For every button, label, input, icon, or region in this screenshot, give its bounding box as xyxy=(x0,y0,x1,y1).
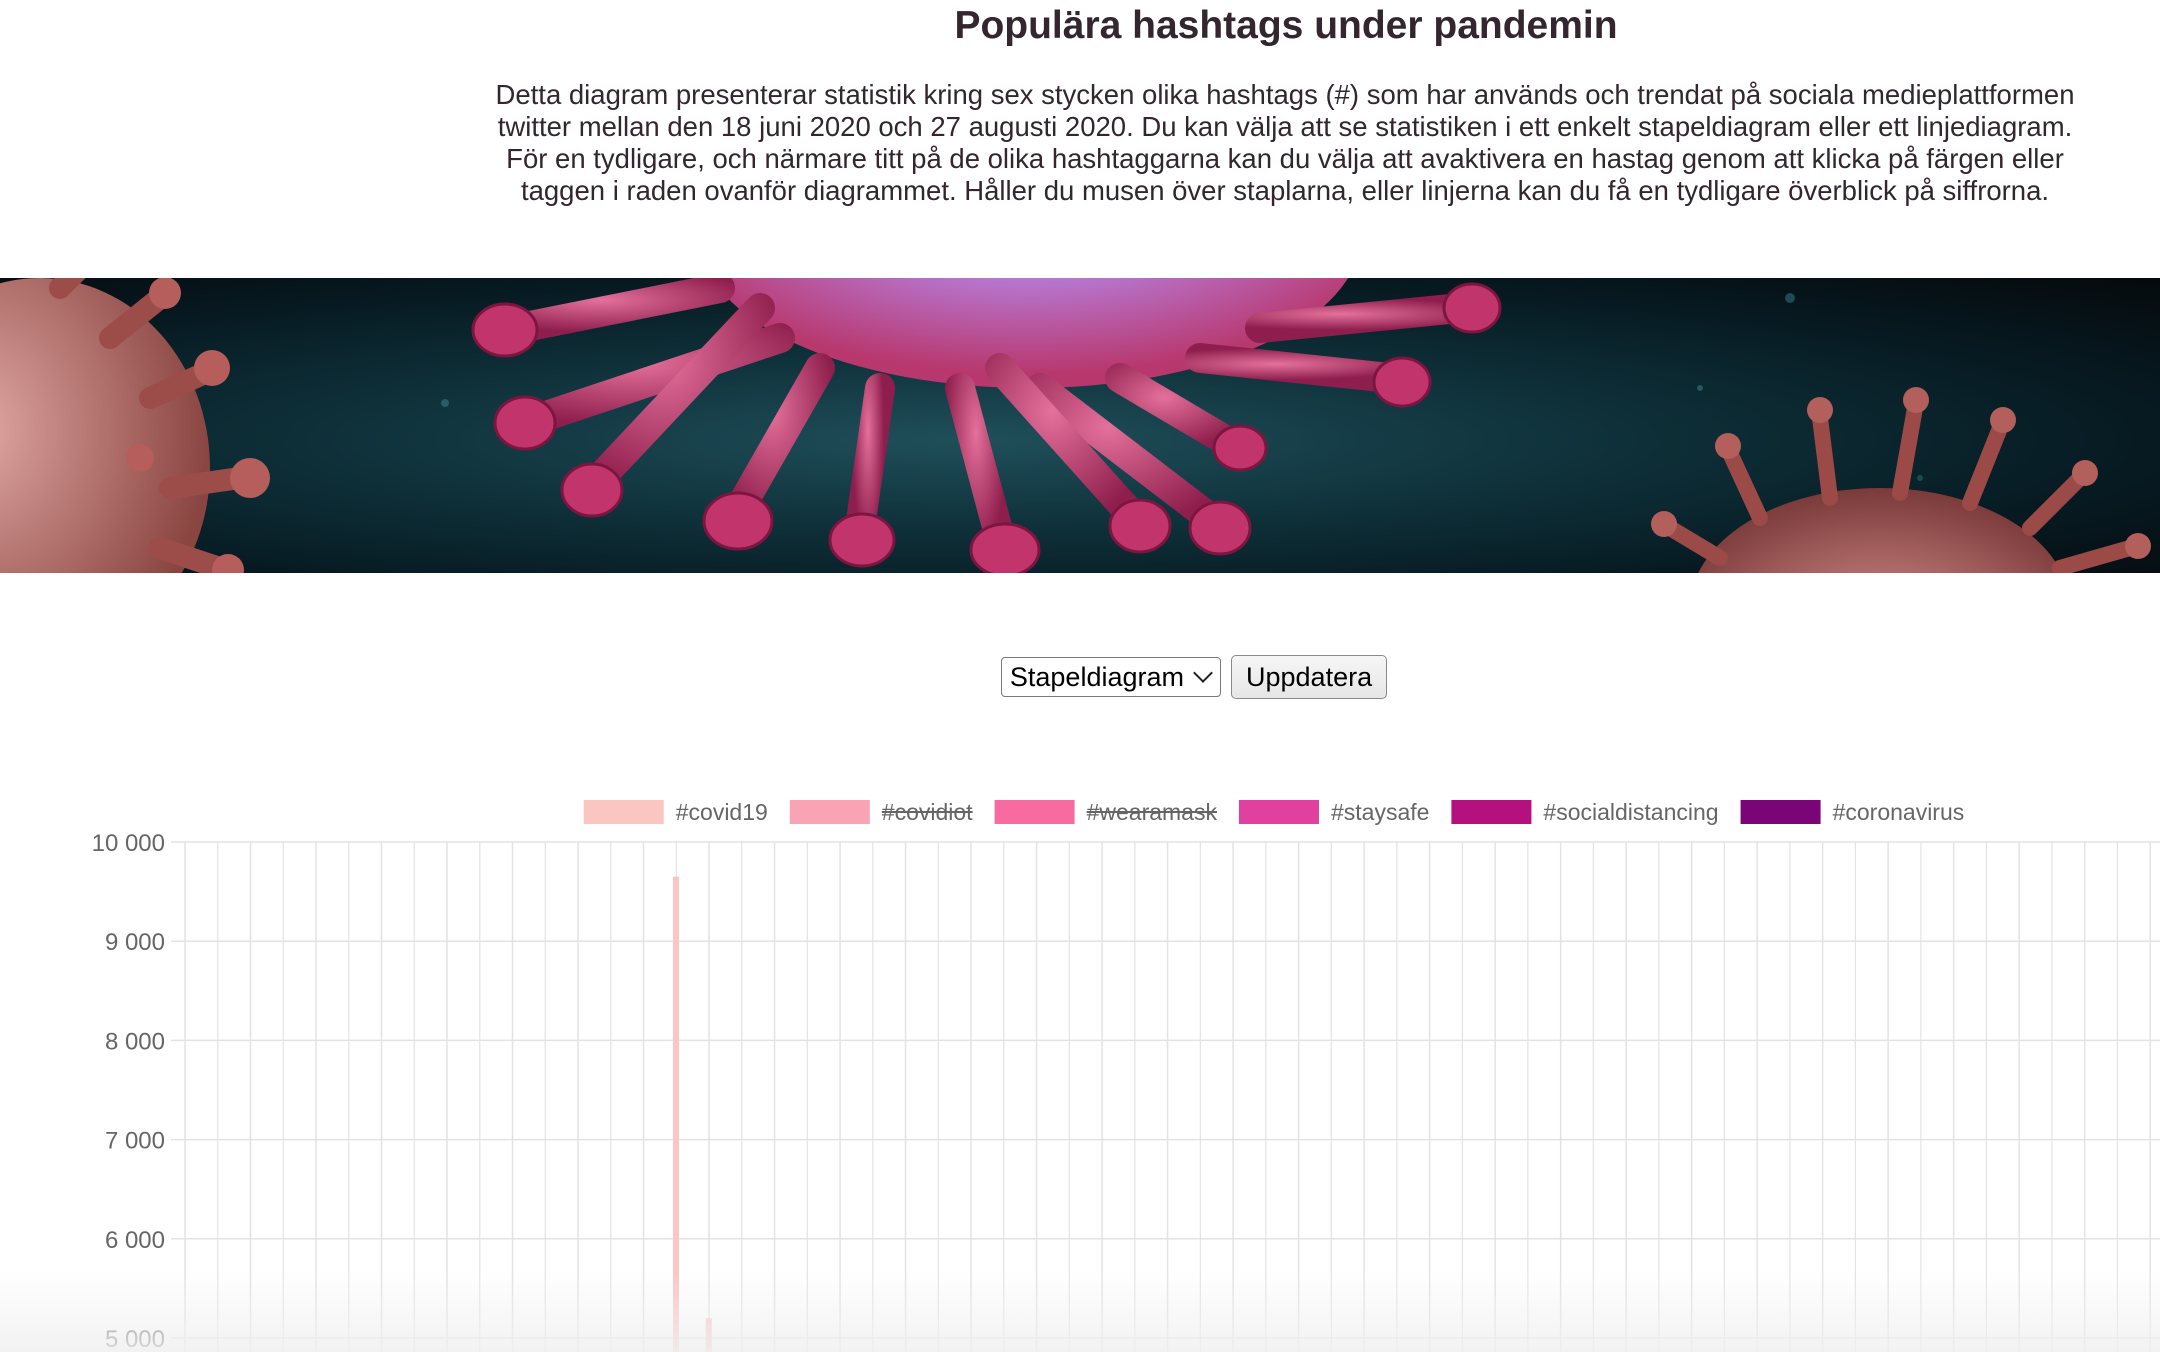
chart-type-select-value: Stapeldiagram xyxy=(1009,662,1184,692)
legend-item[interactable]: #staysafe xyxy=(1238,799,1429,825)
bar[interactable] xyxy=(705,1318,712,1352)
legend-color-swatch[interactable] xyxy=(994,800,1075,824)
hashtag-chart: #covid19 #covidiot #wearamask #staysafe #soc… xyxy=(0,780,2160,1352)
intro-line: För en tydligare, och närmare titt på de… xyxy=(506,143,2064,174)
chart-controls: Stapeldiagram Uppdatera xyxy=(0,655,2160,699)
chevron-down-icon xyxy=(1193,663,1213,683)
y-axis: 10 000 9 000 8 000 7 000 6 000 5 000 xyxy=(92,830,165,1352)
y-tick-label: 9 000 xyxy=(105,929,165,956)
y-tick-label: 8 000 xyxy=(105,1028,165,1055)
y-tick-label: 6 000 xyxy=(105,1227,165,1254)
y-tick-label: 7 000 xyxy=(105,1128,165,1155)
central-virus-shape xyxy=(471,278,1502,573)
legend-item[interactable]: #covidiot xyxy=(789,799,973,825)
intro-line: twitter mellan den 18 juni 2020 och 27 a… xyxy=(497,111,2073,142)
legend-label[interactable]: #covid19 xyxy=(676,799,768,825)
left-virus-shape xyxy=(0,278,270,573)
legend-color-swatch[interactable] xyxy=(1740,800,1821,824)
virus-illustration xyxy=(0,278,2151,573)
intro-line: Detta diagram presenterar statistik krin… xyxy=(495,79,2075,110)
legend-label[interactable]: #coronavirus xyxy=(1833,799,1965,825)
chart-legend: #covid19 #covidiot #wearamask #staysafe #soc… xyxy=(583,799,1965,825)
legend-label[interactable]: #staysafe xyxy=(1331,799,1429,825)
legend-item[interactable]: #coronavirus xyxy=(1740,799,1965,825)
legend-color-swatch[interactable] xyxy=(1451,800,1532,824)
virus-banner-image xyxy=(0,278,2160,573)
legend-label[interactable]: #socialdistancing xyxy=(1543,799,1718,825)
y-tick-label: 5 000 xyxy=(105,1326,165,1352)
legend-item[interactable]: #covid19 xyxy=(583,799,768,825)
intro-text: Detta diagram presenterar statistik krin… xyxy=(472,79,2098,207)
legend-color-swatch[interactable] xyxy=(1238,800,1319,824)
update-button[interactable]: Uppdatera xyxy=(1231,655,1388,699)
legend-item[interactable]: #wearamask xyxy=(994,799,1218,825)
legend-color-swatch[interactable] xyxy=(583,800,664,824)
legend-color-swatch[interactable] xyxy=(789,800,870,824)
intro-line: taggen i raden ovanför diagrammet. Hålle… xyxy=(520,175,2050,206)
bar[interactable] xyxy=(673,876,680,1352)
chart-bars xyxy=(673,876,712,1352)
page-title: Populära hashtags under pandemin xyxy=(954,4,1618,47)
right-virus-shape xyxy=(1651,387,2151,573)
legend-item[interactable]: #socialdistancing xyxy=(1451,799,1719,825)
chart-type-select[interactable]: Stapeldiagram xyxy=(1000,657,1221,697)
bar-chart: #covid19 #covidiot #wearamask #staysafe #soc… xyxy=(92,799,2160,1352)
chart-grid xyxy=(171,841,2160,1352)
y-tick-label: 10 000 xyxy=(92,830,165,857)
